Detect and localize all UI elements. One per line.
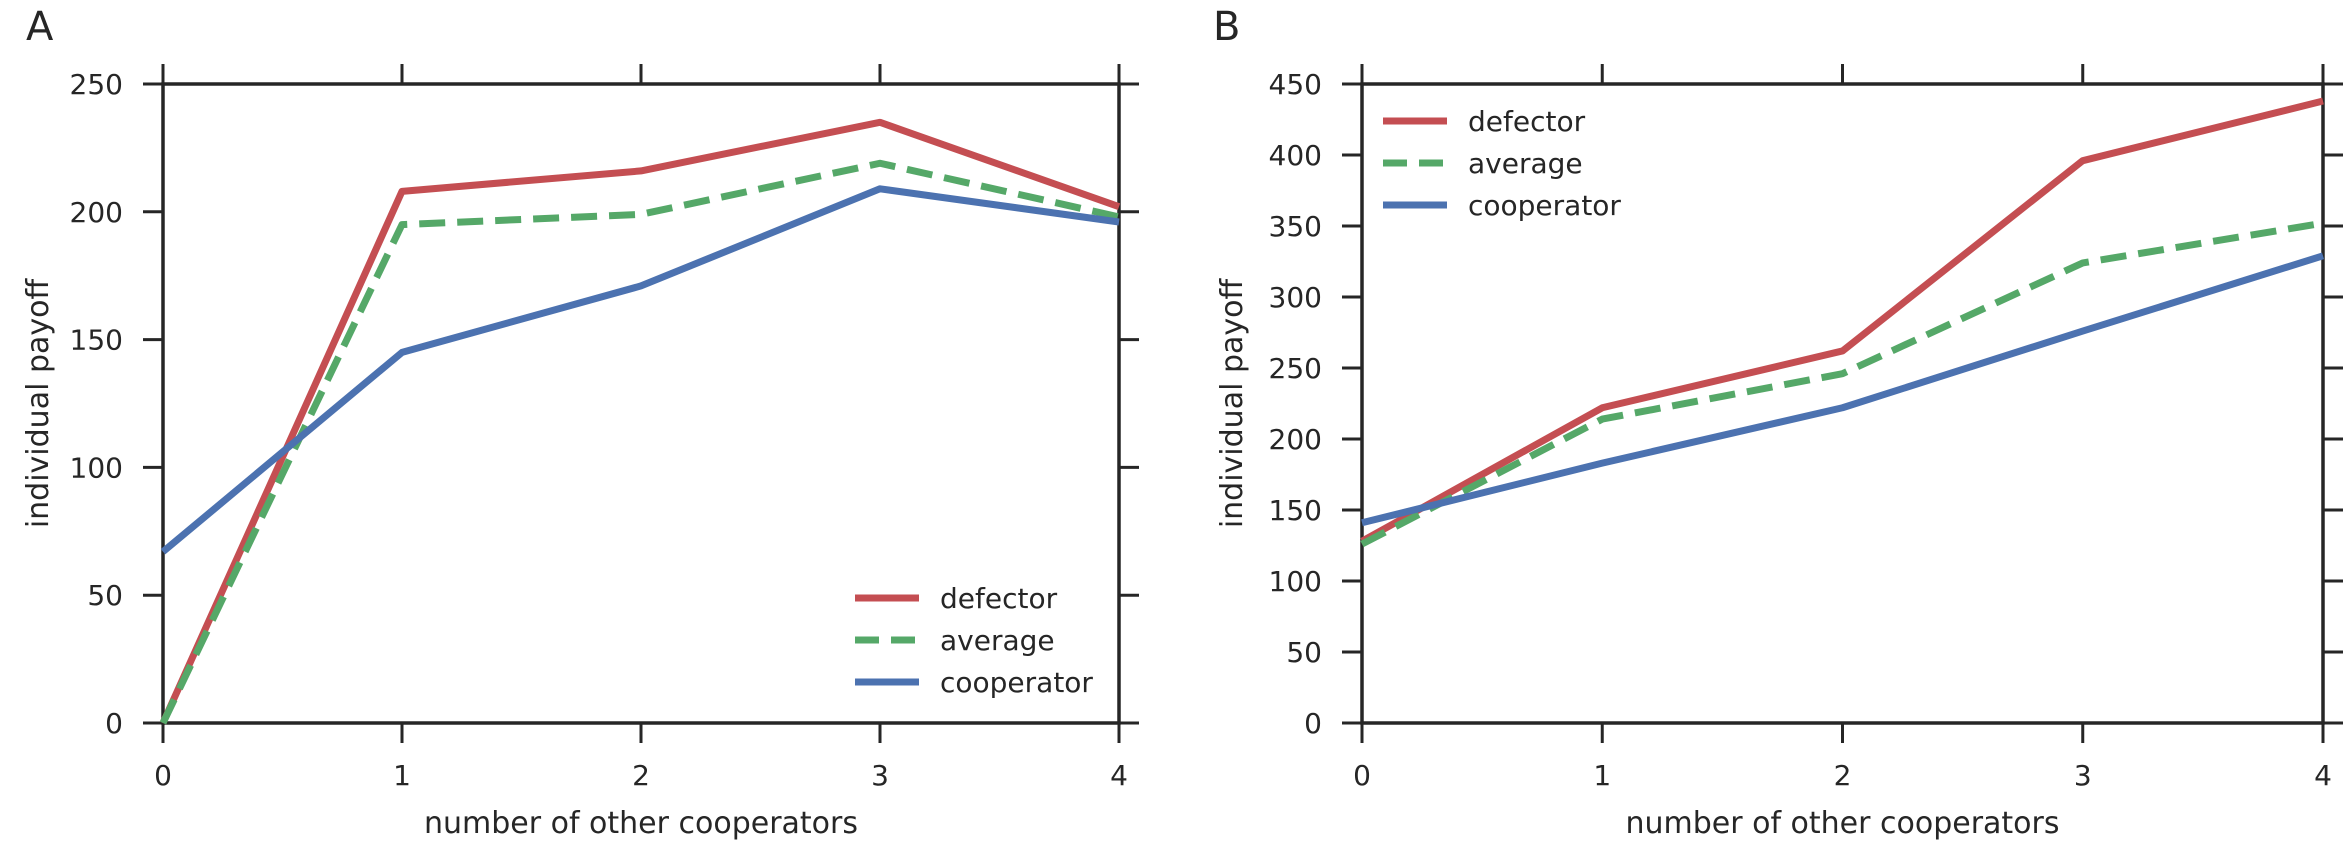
x-axis-label: number of other cooperators [424,806,858,841]
y-axis-label: individual payoff [1215,278,1250,529]
y-tick-label: 200 [70,196,123,229]
x-tick-label: 0 [154,759,172,792]
legend-label-defector: defector [1468,105,1586,138]
y-axis-label: individual payoff [21,278,56,529]
y-tick-label: 50 [87,579,123,612]
series-line-cooperator [1361,252,2325,527]
x-tick-label: 2 [1834,759,1852,792]
y-tick-label: 300 [1269,281,1322,314]
x-tick-label: 3 [871,759,889,792]
x-tick-label: 1 [393,759,411,792]
series-line-cooperator [160,185,1120,555]
x-tick-label: 2 [632,759,650,792]
legend-label-defector: defector [940,582,1058,615]
panel-label: B [1213,4,1240,50]
y-tick-label: 100 [1269,565,1322,598]
y-tick-label: 150 [70,324,123,357]
x-tick-label: 3 [2074,759,2092,792]
panel-label: A [26,4,54,50]
x-tick-label: 0 [1353,759,1371,792]
y-tick-label: 400 [1269,139,1322,172]
y-tick-label: 150 [1269,494,1322,527]
x-tick-label: 1 [1593,759,1611,792]
legend: defector average cooperator [1383,105,1621,222]
y-tick-label: 0 [105,707,123,740]
y-tick-label: 50 [1286,636,1322,669]
legend: defector average cooperator [855,582,1093,699]
x-tick-label: 4 [1110,759,1128,792]
chart-panel-b: B 0 1 2 3 4 0 50 100 150 200 250 300 350 400 450 number … [1213,4,2343,841]
y-tick-label: 350 [1269,210,1322,243]
y-tick-label: 250 [1269,352,1322,385]
legend-label-average: average [940,624,1055,657]
y-tick-label: 200 [1269,423,1322,456]
y-tick-label: 250 [70,68,123,101]
chart-panel-a: A 0 1 2 3 4 0 50 100 150 200 250 number of other coo… [21,4,1139,841]
y-tick-label: 450 [1269,68,1322,101]
y-tick-label: 100 [70,451,123,484]
y-tick-label: 0 [1304,707,1322,740]
x-axis-label: number of other cooperators [1625,806,2059,841]
series-line-average [159,159,1120,725]
x-tick-label: 4 [2314,759,2332,792]
legend-label-average: average [1468,147,1583,180]
series-line-average [1360,219,2324,548]
legend-label-cooperator: cooperator [940,666,1093,699]
legend-label-cooperator: cooperator [1468,189,1621,222]
